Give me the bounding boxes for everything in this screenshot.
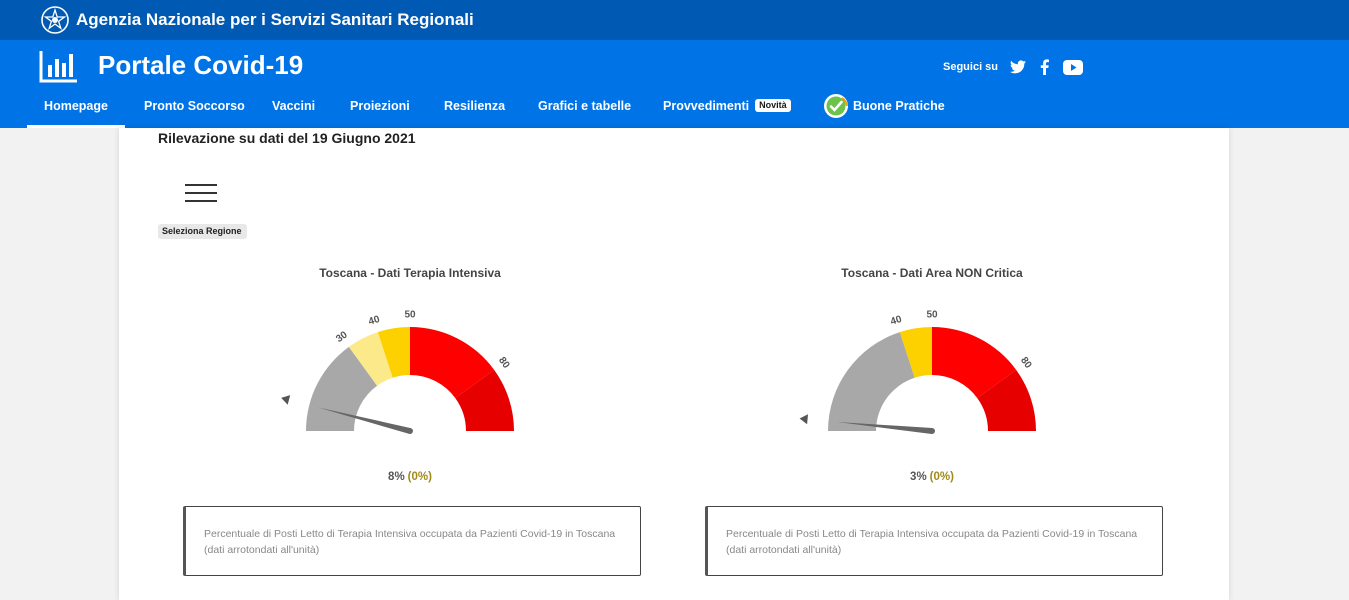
gauge-description: Percentuale di Posti Letto di Terapia In…	[183, 506, 641, 576]
follow-label: Seguici su	[943, 61, 999, 73]
gauge-title: Toscana - Dati Area NON Critica	[841, 266, 1023, 280]
gauge-tick-label: 40	[889, 314, 903, 328]
gauge-chart: 30 40 50 80	[281, 310, 514, 434]
gauge-tick-label: 30	[334, 329, 350, 345]
nav-item-grafici-e-tabelle[interactable]: Grafici e tabelle	[538, 99, 632, 113]
gauge-band	[377, 327, 410, 378]
portal-title[interactable]: Portale Covid-19	[98, 50, 304, 80]
survey-date-heading: Rilevazione su dati del 19 Giugno 2021	[158, 130, 416, 146]
gauge-value-marker	[799, 414, 809, 425]
gauge-value: 8% (0%)	[150, 471, 670, 483]
republic-emblem-icon	[41, 6, 69, 34]
gauge-needle-hub	[407, 428, 413, 434]
nav-item-provvedimenti[interactable]: Provvedimenti Novità	[663, 88, 791, 125]
gauge-band	[828, 332, 915, 431]
agency-bar: Agenzia Nazionale per i Servizi Sanitari…	[0, 0, 1349, 40]
nav-item-homepage[interactable]: Homepage	[27, 88, 125, 128]
gauge-band	[932, 327, 1017, 399]
nav-item-buone-pratiche[interactable]: Buone Pratiche	[823, 88, 945, 125]
checkmark-badge-icon	[824, 93, 848, 118]
new-badge: Novità	[755, 99, 791, 113]
gauge-tick-label: 50	[404, 310, 416, 321]
nav-item-resilienza[interactable]: Resilienza	[444, 99, 506, 113]
gauge-terapia-intensiva: Toscana - Dati Terapia Intensiva 30 40 50 8…	[150, 128, 670, 600]
gauge-area-non-critica: Toscana - Dati Area NON Critica 40 50 80 3…	[672, 128, 1192, 600]
gauge-needle	[837, 422, 933, 434]
bar-chart-logo-icon[interactable]	[39, 48, 79, 84]
agency-title[interactable]: Agenzia Nazionale per i Servizi Sanitari…	[76, 10, 474, 29]
gauge-band	[348, 332, 393, 386]
gauge-tick-label: 40	[367, 314, 381, 328]
region-select-label[interactable]: Seleziona Regione	[158, 224, 247, 239]
twitter-icon[interactable]	[1010, 60, 1027, 74]
gauge-description: Percentuale di Posti Letto di Terapia In…	[705, 506, 1163, 576]
nav-item-pronto-soccorso[interactable]: Pronto Soccorso	[144, 99, 245, 113]
gauge-band	[306, 346, 378, 431]
gauge-chart: 40 50 80	[799, 310, 1036, 434]
facebook-icon[interactable]	[1040, 59, 1050, 75]
menu-toggle-icon[interactable]	[185, 184, 217, 202]
gauge-needle	[317, 407, 411, 434]
youtube-icon[interactable]	[1063, 59, 1084, 75]
social-links: Seguici su	[943, 57, 1097, 77]
nav-item-proiezioni[interactable]: Proiezioni	[350, 99, 410, 113]
gauge-needle-hub	[929, 428, 935, 434]
nav-item-vaccini[interactable]: Vaccini	[272, 99, 316, 113]
gauge-value-percent: 8%	[388, 471, 405, 483]
content-card: Rilevazione su dati del 19 Giugno 2021 S…	[119, 128, 1229, 600]
gauge-tick-label: 80	[1018, 355, 1034, 371]
gauge-band	[977, 369, 1036, 431]
gauge-title: Toscana - Dati Terapia Intensiva	[319, 266, 501, 280]
gauge-band	[410, 327, 495, 399]
gauge-value-delta: (0%)	[929, 471, 954, 483]
gauge-tick-label: 80	[496, 355, 512, 371]
gauge-value-percent: 3%	[910, 471, 927, 483]
gauge-value-marker	[281, 395, 291, 405]
gauge-value: 3% (0%)	[672, 471, 1192, 483]
gauge-band	[899, 327, 932, 378]
gauge-band	[455, 369, 514, 431]
gauge-value-delta: (0%)	[407, 471, 432, 483]
gauge-tick-label: 50	[926, 310, 938, 321]
portal-header: Portale Covid-19 Seguici su Homepage Pro…	[0, 40, 1349, 128]
